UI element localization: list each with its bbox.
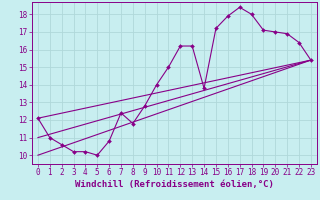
X-axis label: Windchill (Refroidissement éolien,°C): Windchill (Refroidissement éolien,°C) [75,180,274,189]
